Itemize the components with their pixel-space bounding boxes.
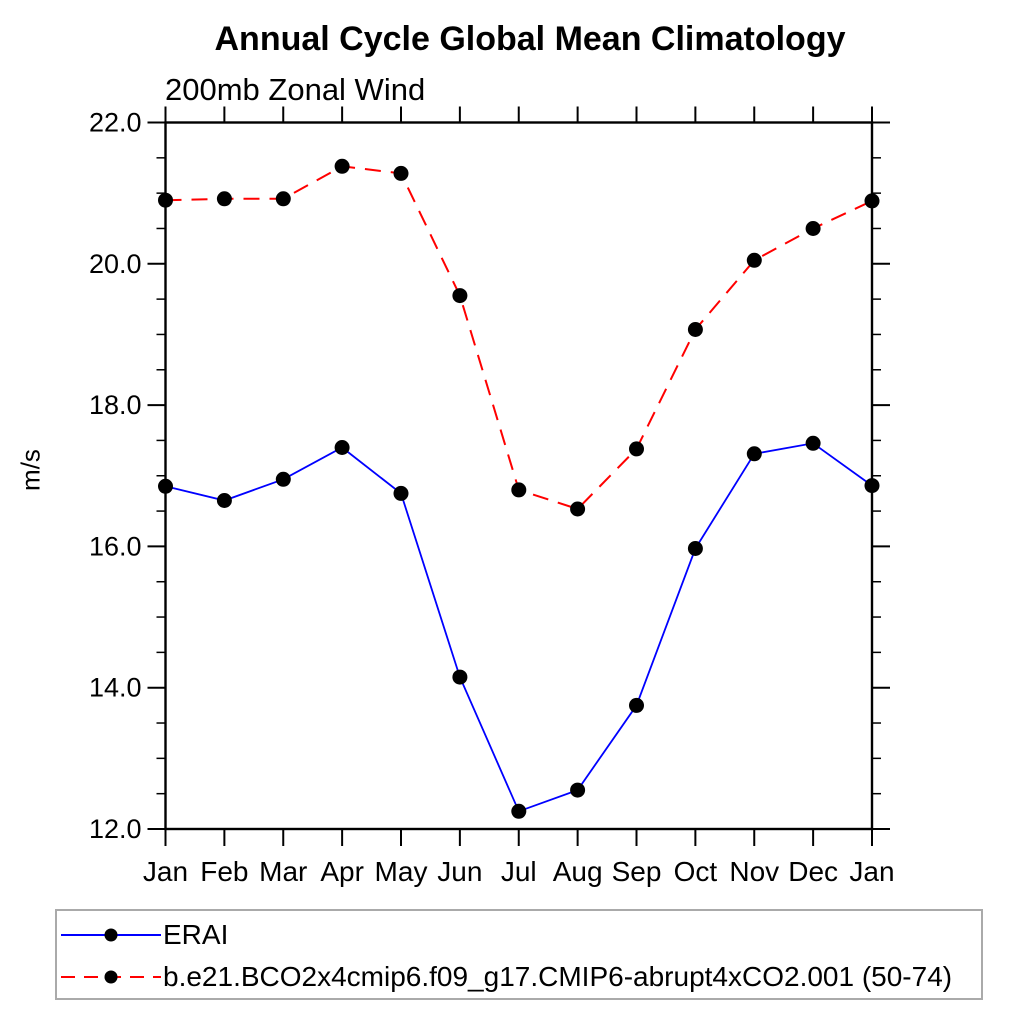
data-point-0 <box>216 493 232 508</box>
data-point-0 <box>275 471 291 487</box>
x-tick-label: Jul <box>501 856 537 887</box>
chart-title: Annual Cycle Global Mean Climatology <box>214 20 846 58</box>
data-point-1 <box>864 193 880 209</box>
data-point-1 <box>629 441 644 457</box>
series-line-0 <box>165 442 873 813</box>
x-tick-label: Jun <box>437 856 482 887</box>
x-tick-label: Nov <box>729 856 779 887</box>
legend-swatch-marker <box>104 928 118 942</box>
legend-label-erai: ERAI <box>163 919 229 950</box>
x-tick-label: Jan <box>143 856 188 887</box>
data-point-1 <box>393 165 409 181</box>
x-tick-label: Sep <box>612 856 662 887</box>
legend-label-model: b.e21.BCO2x4cmip6.f09_g17.CMIP6-abrupt4x… <box>163 961 953 992</box>
data-point-1 <box>275 191 291 207</box>
x-tick-label: Apr <box>320 856 364 887</box>
data-point-1 <box>452 288 468 304</box>
data-point-0 <box>452 669 468 685</box>
y-tick-label: 20.0 <box>89 249 142 279</box>
data-point-0 <box>629 697 644 713</box>
y-tick-label: 22.0 <box>89 108 142 138</box>
chart-subtitle: 200mb Zonal Wind <box>165 72 426 107</box>
data-point-0 <box>334 440 350 455</box>
data-point-1 <box>746 252 762 268</box>
series-line-1 <box>165 165 873 511</box>
data-point-1 <box>216 191 232 207</box>
data-point-1 <box>805 221 821 236</box>
legend-box: ERAI b.e21.BCO2x4cmip6.f09_g17.CMIP6-abr… <box>55 909 983 1000</box>
data-point-1 <box>687 322 703 337</box>
data-point-0 <box>687 541 703 556</box>
data-point-0 <box>805 435 821 451</box>
x-tick-label: Jan <box>849 856 894 887</box>
x-tick-label: Feb <box>200 856 248 887</box>
x-tick-label: Aug <box>553 856 603 887</box>
legend-item-erai: ERAI <box>57 914 228 956</box>
data-point-1 <box>511 482 527 498</box>
model-line-swatch <box>61 970 161 984</box>
plot-frame <box>164 121 874 831</box>
x-tick-label: May <box>375 856 428 887</box>
y-tick-label: 12.0 <box>89 814 142 844</box>
data-point-0 <box>158 478 173 494</box>
data-point-0 <box>570 782 586 798</box>
y-tick-label: 14.0 <box>89 673 142 703</box>
data-point-0 <box>511 803 527 819</box>
legend-item-model: b.e21.BCO2x4cmip6.f09_g17.CMIP6-abrupt4x… <box>57 956 952 998</box>
x-tick-label: Mar <box>259 856 307 887</box>
y-tick-label: 16.0 <box>89 531 142 561</box>
data-point-0 <box>393 485 409 501</box>
erai-line-swatch <box>61 928 161 942</box>
data-point-0 <box>864 478 880 494</box>
data-point-1 <box>158 192 173 208</box>
y-tick-label: 18.0 <box>89 390 142 420</box>
data-point-1 <box>570 501 586 517</box>
chart-plot-area: Jan Feb Mar Apr May Jun Jul Aug Sep Oct Nov Dec Jan1… <box>89 106 895 887</box>
x-tick-label: Oct <box>674 856 718 887</box>
data-point-1 <box>334 158 350 174</box>
x-tick-label: Dec <box>788 856 838 887</box>
data-point-0 <box>746 446 762 462</box>
legend-swatch-marker <box>104 970 118 984</box>
